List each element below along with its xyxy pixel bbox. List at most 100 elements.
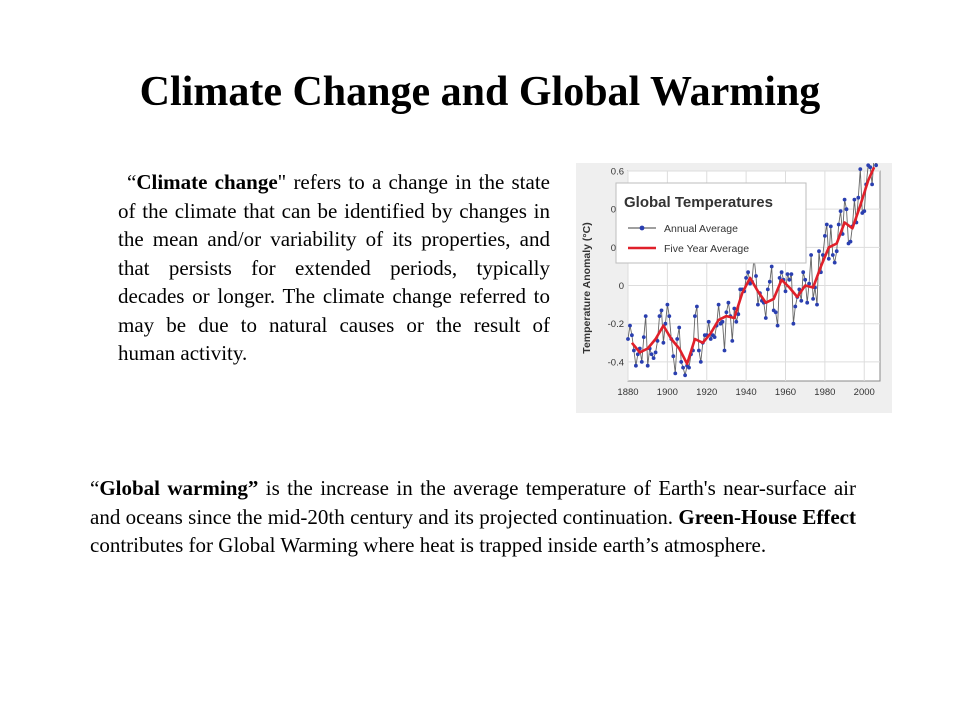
annual-point bbox=[791, 321, 796, 326]
annual-point bbox=[665, 302, 670, 307]
legend-box bbox=[615, 182, 807, 264]
legend-fivey-label: Five Year Average bbox=[664, 243, 749, 255]
annual-point bbox=[858, 167, 863, 171]
annual-point bbox=[789, 272, 794, 276]
annual-point bbox=[836, 222, 841, 227]
annual-point bbox=[635, 352, 640, 357]
y-tick-label: -0.2 bbox=[608, 319, 624, 330]
climate-change-text: " refers to a change in the state of the… bbox=[118, 170, 550, 365]
annual-point bbox=[834, 249, 839, 254]
annual-point bbox=[832, 260, 837, 265]
annual-point bbox=[823, 234, 827, 238]
annual-point bbox=[655, 339, 660, 343]
annual-point bbox=[874, 163, 878, 168]
climate-change-term: Climate change bbox=[136, 170, 278, 194]
annual-point bbox=[673, 371, 678, 376]
annual-point bbox=[787, 277, 792, 282]
annual-point bbox=[651, 356, 656, 360]
global-warming-text-a: is the increase in the average temperatu… bbox=[90, 476, 856, 529]
annual-point bbox=[754, 274, 758, 278]
annual-point bbox=[870, 182, 874, 187]
annual-point bbox=[856, 195, 861, 200]
global-warming-definition: “Global warming” is the increase in the … bbox=[90, 474, 856, 560]
annual-point bbox=[844, 207, 849, 212]
annual-point bbox=[746, 270, 750, 275]
annual-point bbox=[695, 304, 699, 309]
annual-point bbox=[675, 337, 680, 341]
annual-point bbox=[716, 302, 721, 307]
annual-point bbox=[667, 314, 672, 318]
annual-point bbox=[681, 365, 685, 370]
annual-point bbox=[706, 319, 711, 324]
annual-point bbox=[838, 209, 843, 213]
annual-point bbox=[756, 302, 760, 307]
annual-point bbox=[659, 308, 664, 313]
annual-point bbox=[817, 249, 821, 254]
annual-point bbox=[765, 287, 770, 292]
y-tick-label: 0.6 bbox=[611, 167, 624, 178]
annual-point bbox=[773, 310, 778, 315]
annual-point bbox=[698, 360, 703, 364]
annual-point bbox=[807, 281, 811, 286]
annual-point bbox=[657, 314, 662, 318]
annual-point bbox=[730, 339, 735, 343]
annual-point bbox=[777, 276, 782, 280]
annual-point bbox=[653, 350, 658, 355]
climate-change-definition: “Climate change" refers to a change in t… bbox=[118, 168, 550, 368]
annual-point bbox=[785, 272, 790, 276]
annual-point bbox=[712, 335, 717, 339]
annual-point bbox=[630, 333, 634, 338]
x-tick-label: 1880 bbox=[617, 387, 638, 398]
global-temperatures-chart: -0.4-0.200.20.40.61880190019201940196019… bbox=[576, 163, 892, 413]
annual-point bbox=[783, 289, 788, 294]
annual-point bbox=[763, 316, 768, 320]
open-quote: “ bbox=[127, 170, 137, 194]
annual-point bbox=[862, 209, 867, 213]
annual-point bbox=[744, 276, 748, 280]
annual-point bbox=[736, 312, 741, 317]
annual-point bbox=[803, 277, 808, 282]
annual-point bbox=[643, 314, 648, 318]
x-tick-label: 1900 bbox=[657, 387, 678, 398]
annual-point bbox=[830, 253, 835, 257]
annual-point bbox=[628, 323, 632, 328]
x-tick-label: 2000 bbox=[854, 387, 875, 398]
annual-point bbox=[708, 337, 713, 341]
annual-point bbox=[632, 348, 636, 353]
annual-point bbox=[722, 348, 727, 353]
x-tick-label: 1920 bbox=[696, 387, 717, 398]
annual-point bbox=[842, 197, 847, 202]
annual-point bbox=[641, 335, 646, 339]
annual-point bbox=[805, 300, 810, 305]
annual-point bbox=[826, 256, 831, 261]
annual-point bbox=[649, 352, 654, 357]
annual-point bbox=[634, 363, 638, 368]
x-tick-label: 1960 bbox=[775, 387, 796, 398]
annual-point bbox=[769, 264, 774, 269]
annual-point bbox=[779, 270, 784, 275]
legend-annual-label: Annual Average bbox=[664, 223, 738, 235]
y-axis-label: Temperature Anomaly (°C) bbox=[581, 222, 593, 353]
annual-point bbox=[726, 300, 731, 305]
global-warming-term: Global warming” bbox=[99, 476, 259, 500]
annual-point bbox=[677, 325, 682, 330]
annual-point bbox=[815, 302, 819, 307]
annual-point bbox=[724, 310, 729, 315]
legend-annual-marker bbox=[639, 225, 645, 231]
annual-point bbox=[720, 319, 725, 324]
annual-point bbox=[801, 270, 806, 275]
chart-svg: -0.4-0.200.20.40.61880190019201940196019… bbox=[581, 163, 881, 398]
annual-point bbox=[852, 197, 857, 202]
five-year-average-line bbox=[630, 166, 876, 366]
annual-point bbox=[697, 348, 701, 353]
open-quote-2: “ bbox=[90, 476, 100, 500]
annual-point bbox=[797, 287, 802, 292]
annual-point bbox=[671, 354, 676, 359]
annual-point bbox=[663, 321, 668, 326]
annual-point bbox=[821, 253, 825, 257]
annual-point bbox=[693, 314, 697, 318]
annual-point bbox=[661, 340, 666, 345]
annual-point bbox=[809, 253, 813, 257]
global-warming-text-b: contributes for Global Warming where hea… bbox=[90, 533, 767, 557]
slide-title: Climate Change and Global Warming bbox=[139, 69, 821, 115]
